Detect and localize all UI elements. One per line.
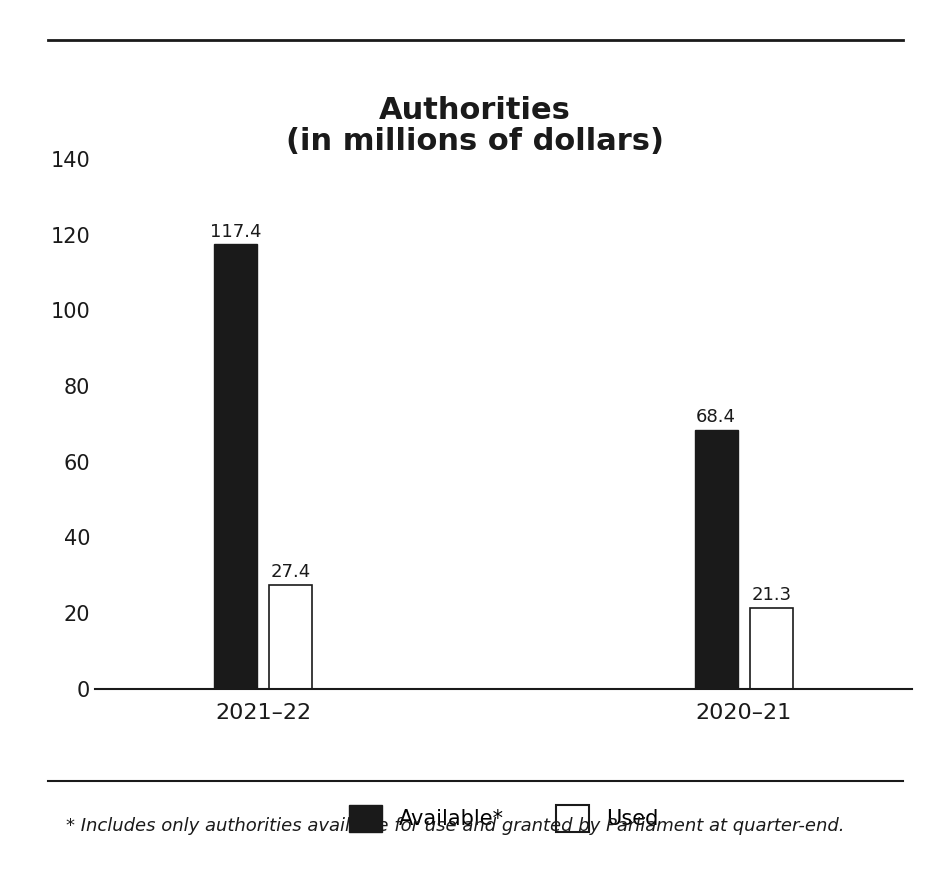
Text: 68.4: 68.4 [696, 408, 736, 426]
Bar [694, 430, 738, 689]
Text: 21.3: 21.3 [751, 586, 791, 604]
Legend: Available*, Used: Available*, Used [338, 795, 669, 842]
Text: 117.4: 117.4 [210, 223, 261, 241]
Bar [750, 608, 793, 689]
Text: Authorities: Authorities [379, 96, 571, 125]
Bar [269, 585, 313, 689]
Text: 27.4: 27.4 [271, 563, 311, 581]
Bar [214, 245, 257, 689]
Text: * Includes only authorities available for use and granted by Parliament at quart: * Includes only authorities available fo… [66, 817, 845, 834]
Text: (in millions of dollars): (in millions of dollars) [286, 127, 664, 155]
